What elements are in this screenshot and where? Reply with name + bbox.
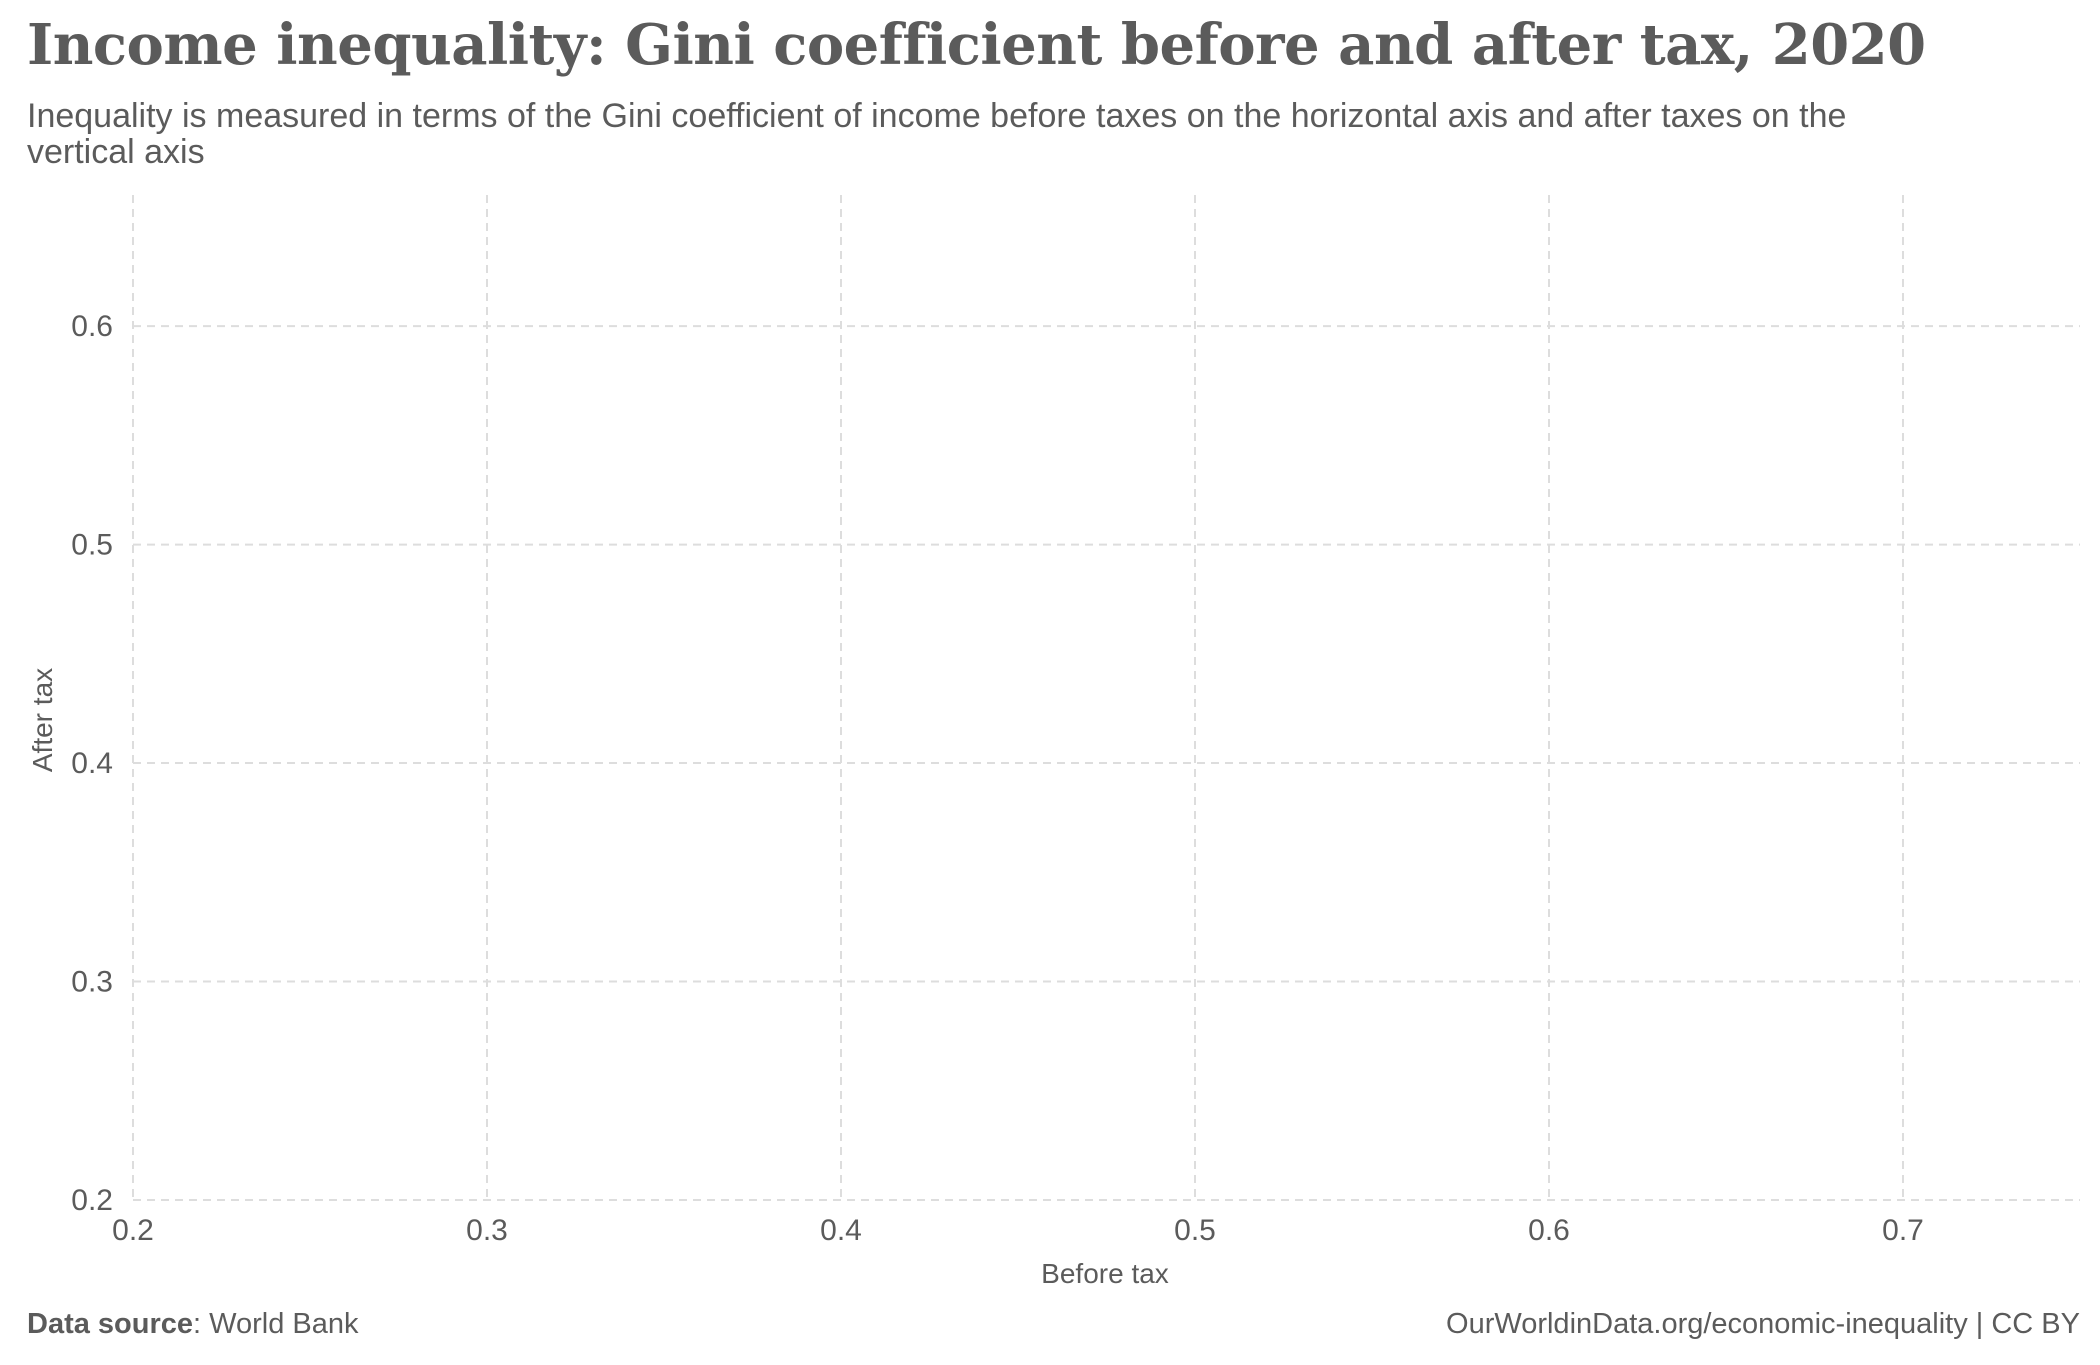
x-axis-label: Before tax xyxy=(1041,1258,1169,1289)
y-tick-label: 0.3 xyxy=(71,966,113,999)
y-axis-label: After tax xyxy=(27,668,58,772)
y-tick-label: 0.4 xyxy=(71,747,113,780)
chart-subtitle: Inequality is measured in terms of the G… xyxy=(27,97,1847,171)
data-source-label: Data source xyxy=(27,1308,194,1340)
y-tick-label: 0.5 xyxy=(71,529,113,562)
x-tick-label: 0.6 xyxy=(1528,1214,1570,1247)
x-tick-label: 0.5 xyxy=(1174,1214,1216,1247)
y-tick-label: 0.2 xyxy=(71,1184,113,1217)
scatter-chart: 0.2 0.3 0.4 0.5 0.6 0.7 0.2 0.3 0.4 0.5 0.6 Before… xyxy=(27,195,2080,1289)
x-tick-label: 0.3 xyxy=(466,1214,508,1247)
x-tick-label: 0.2 xyxy=(112,1214,154,1247)
data-source-separator: : xyxy=(193,1308,210,1340)
x-tick-label: 0.7 xyxy=(1882,1214,1924,1247)
axis-tick-labels: 0.2 0.3 0.4 0.5 0.6 0.7 0.2 0.3 0.4 0.5 0.6 xyxy=(71,310,1924,1247)
x-tick-label: 0.4 xyxy=(820,1214,862,1247)
data-source: Data source: World Bank xyxy=(27,1308,359,1341)
data-source-value: World Bank xyxy=(209,1308,359,1340)
grid-lines xyxy=(132,195,2080,1201)
attribution-link[interactable]: OurWorldinData.org/economic-inequality |… xyxy=(1446,1308,2080,1340)
y-tick-label: 0.6 xyxy=(71,310,113,343)
chart-title: Income inequality: Gini coefficient befo… xyxy=(27,12,1926,78)
